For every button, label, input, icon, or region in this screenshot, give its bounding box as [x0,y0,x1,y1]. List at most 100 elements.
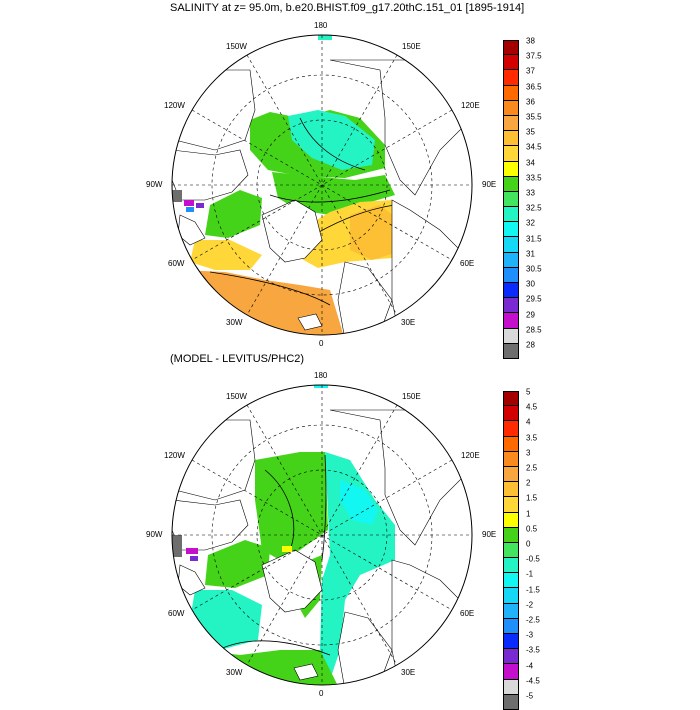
colorbar-swatch: #7a2ad1 [503,649,519,665]
lon-label-150w: 150W [226,42,247,51]
colorbar-tick-label: 34 [526,158,535,168]
colorbar-tick-label: -0.5 [526,554,540,564]
colorbar-tick-label: -3.5 [526,645,540,655]
contour [299,117,366,171]
colorbar-swatch: #a40000 [503,40,519,56]
colorbar-swatch: #1f8ffb [503,618,519,634]
colorbar-swatch: #f8a640 [503,466,519,483]
colorbar-swatch: #c410cd [503,313,519,329]
colorbar-swatch: #ffd739 [503,146,519,162]
colorbar-tick-label: -4 [526,661,534,671]
polar-map [171,384,473,686]
colorbar-swatch: #ff6a00 [503,436,519,452]
colorbar-tick-label: 33.5 [526,173,542,183]
colorbar-swatch: #f98a1e [503,451,519,467]
lon-label-90w: 90W [146,180,163,189]
contour [269,189,391,203]
colorbar: #a40000#d20000#ff2a00#ff6a00#f98a1e#f8a6… [503,391,519,710]
colorbar-tick-label: 1.5 [526,493,538,503]
colorbar-swatch: #1fb3fa [503,252,519,268]
colorbar-tick-label: 31 [526,249,535,259]
colorbar-tick-label: 32.5 [526,203,542,213]
hudson-anomaly [190,556,198,561]
lon-label-150e: 150E [402,392,421,401]
colorbar-swatch: #13f7f2 [503,573,519,589]
colorbar-tick-label: -2.5 [526,615,540,625]
colorbar-swatch: #f8a640 [503,115,519,132]
lon-label-120e: 120E [461,451,480,460]
colorbar-tick-label: 31.5 [526,234,542,244]
colorbar-tick-label: 36.5 [526,82,542,92]
colorbar-swatch: #ff6a00 [503,85,519,101]
colorbar-swatch: #14d8f6 [503,588,519,604]
colorbar-swatch: #fdbf34 [503,131,519,147]
colorbar-tick-label: -5 [526,691,534,701]
colorbar-swatch: #1f8ffb [503,267,519,283]
colorbar-swatch: #d20000 [503,406,519,422]
colorbar-swatch: #ff2a00 [503,70,519,86]
lon-label-30e: 30E [401,668,416,677]
colorbar-swatch: #c410cd [503,664,519,680]
field-35-5-north-atl [180,270,345,335]
colorbar-tick-label: 29.5 [526,294,542,304]
map-boundary [171,34,473,336]
land-scandinavia [337,261,393,335]
latitude-circle [256,469,388,601]
lon-label-60e: 60E [460,259,475,268]
contour [209,271,331,306]
salinity-panel: SALINITY at z= 95.0m, b.e20.BHIST.f09_g1… [0,0,700,359]
colorbar-tick-label: 4.5 [526,402,538,412]
lon-label-90e: 90E [482,530,497,539]
lon-label-120w: 120W [164,101,185,110]
colorbar-swatch: #fbff00 [503,161,519,177]
lon-label-90e: 90E [482,180,497,189]
panel-title: SALINITY at z= 95.0m, b.e20.BHIST.f09_g1… [170,2,525,14]
colorbar-tick-label: 2.5 [526,463,538,473]
land-alaska [174,419,256,501]
field-33-pacific [288,110,375,170]
latitude-circle [256,119,388,251]
colorbar-tick-label: 35 [526,127,535,137]
colorbar-tick-label: 0.5 [526,524,538,534]
field-neg-1-pocket [340,480,378,525]
field-0-5-north-atl [200,650,340,685]
meridian [191,459,453,611]
land-alaska [174,69,256,151]
colorbar-tick-label: 35.5 [526,112,542,122]
lon-label-120w: 120W [164,451,185,460]
lon-label-120e: 120E [461,101,480,110]
colorbar-tick-label: 4 [526,417,531,427]
lon-label-60w: 60W [168,609,185,618]
lon-label-180: 180 [314,21,328,30]
colorbar-tick-label: 3 [526,448,531,458]
field-33-5-baffin [205,190,262,238]
colorbar-swatch: #0a2bfd [503,634,519,650]
field-0-5-pacific-side [255,452,328,560]
colorbar-swatch: #0a2bfd [503,283,519,299]
difference-panel: (MODEL - LEVITUS/PHC2) [0,350,700,710]
colorbar-tick-label: 33 [526,188,535,198]
colorbar-tick-label: 36 [526,97,535,107]
colorbar-tick-label: 2 [526,478,531,488]
colorbar-swatch: #13f7f2 [503,222,519,238]
lon-label-0: 0 [319,689,324,698]
polar-map [171,34,473,336]
bering-pocket [314,385,328,388]
hudson-anomaly [172,535,182,557]
colorbar-swatch: #f98a1e [503,100,519,116]
lon-label-90w: 90W [146,530,163,539]
colorbar-tick-label: 30 [526,279,535,289]
colorbar-tick-label: 30.5 [526,264,542,274]
colorbar-tick-label: 32 [526,218,535,228]
colorbar-swatch: #7a2ad1 [503,298,519,314]
colorbar-tick-label: 28.5 [526,325,542,335]
colorbar-swatch: #d9d9d9 [503,328,519,344]
colorbar-swatch: #d9d9d9 [503,679,519,695]
colorbar-swatch: #ffd739 [503,497,519,513]
lon-label-30w: 30W [226,668,243,677]
colorbar-tick-label: -1.5 [526,585,540,595]
colorbar-swatch: #6e6e6e [503,343,519,359]
lon-label-180: 180 [314,371,328,380]
land-greenland [261,549,323,613]
colorbar-tick-label: 37.5 [526,51,542,61]
